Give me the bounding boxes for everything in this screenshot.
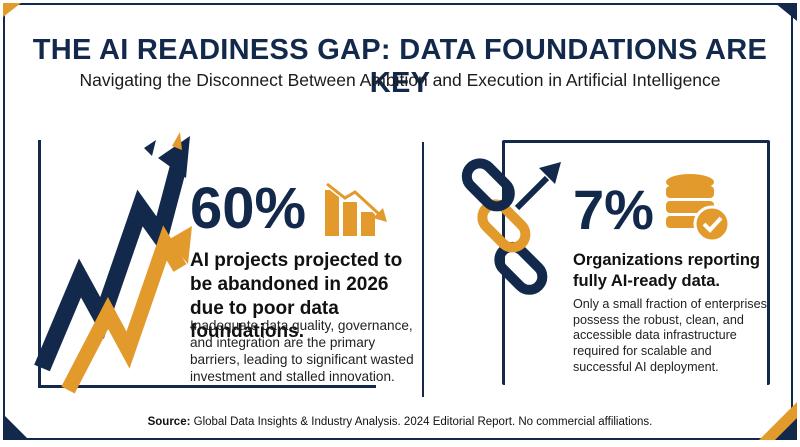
right-headline: Organizations reporting fully AI-ready d… [573,251,761,290]
stat-60-percent: 60% [190,176,307,241]
left-panel-frame [38,140,376,388]
left-headline: AI projects projected to be abandoned in… [190,250,403,343]
section-divider [422,142,424,397]
page-title: THE AI READINESS GAP: DATA FOUNDATIONS A… [32,34,768,99]
infographic-frame [3,3,793,440]
left-body: Inadequate data quality, governance, and… [190,318,414,384]
rising-arrows-icon [34,132,192,394]
declining-chart-icon [325,181,387,236]
right-body: Only a small fraction of enterprises pos… [573,297,767,374]
chain-link-icon [461,158,561,295]
source-citation: Source: Global Data Insights & Industry … [0,416,800,428]
source-label: Source: [147,416,191,428]
source-text: Global Data Insights & Industry Analysis… [193,416,653,428]
page-subtitle: Navigating the Disconnect Between Ambiti… [79,70,721,90]
database-check-icon [666,174,731,243]
stat-7-percent: 7% [573,178,654,241]
